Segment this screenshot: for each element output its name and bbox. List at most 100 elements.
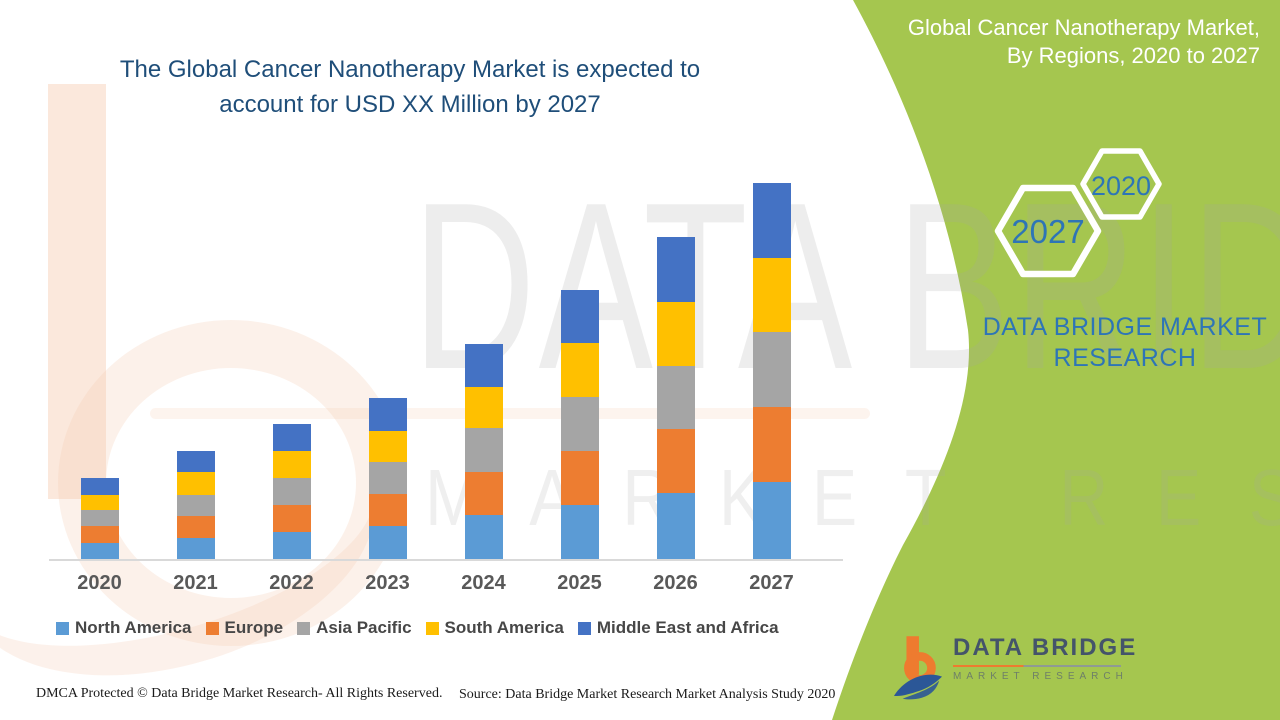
legend-item-middle-east-and-africa: Middle East and Africa xyxy=(577,618,779,638)
chart-headline-line2: account for USD XX Million by 2027 xyxy=(219,91,601,118)
legend-label: Europe xyxy=(224,618,284,637)
bar-segment-south-america xyxy=(560,343,599,397)
brand-wordmark-line1: DATA BRIDGE MARKET xyxy=(982,313,1268,341)
bar-segment-europe xyxy=(560,451,599,505)
legend-swatch-icon xyxy=(425,621,439,635)
bar-segment-europe xyxy=(272,505,311,532)
bar-2020 xyxy=(80,478,119,559)
bar-2023 xyxy=(368,398,407,559)
bar-segment-asia-pacific xyxy=(272,478,311,505)
legend-item-south-america: South America xyxy=(425,618,564,638)
hexagon-2027 xyxy=(994,184,1102,278)
bar-segment-north-america xyxy=(560,505,599,559)
dbmr-logo-tagline: MARKET RESEARCH xyxy=(953,671,1128,682)
legend-swatch-icon xyxy=(205,621,219,635)
bar-2026 xyxy=(656,237,695,559)
legend-label: South America xyxy=(444,618,564,637)
legend-swatch-icon xyxy=(297,621,311,635)
bar-segment-north-america xyxy=(272,532,311,559)
right-panel-title: Global Cancer Nanotherapy Market, By Reg… xyxy=(908,14,1260,70)
dbmr-logo-name: DATA BRIDGE xyxy=(953,634,1138,661)
x-axis-label-2023: 2023 xyxy=(365,572,410,594)
bar-segment-europe xyxy=(752,407,791,482)
logo-divider xyxy=(953,665,1121,667)
legend-label: North America xyxy=(75,618,192,637)
right-panel-title-line1: Global Cancer Nanotherapy Market, xyxy=(907,15,1260,40)
bar-segment-asia-pacific xyxy=(176,495,215,516)
bar-segment-asia-pacific xyxy=(752,332,791,407)
bar-segment-middle-east-and-africa xyxy=(752,183,791,258)
bar-2021 xyxy=(176,451,215,559)
bar-segment-south-america xyxy=(80,495,119,510)
bar-segment-middle-east-and-africa xyxy=(80,478,119,495)
bar-segment-middle-east-and-africa xyxy=(272,424,311,451)
bar-segment-south-america xyxy=(656,302,695,366)
x-axis-label-2020: 2020 xyxy=(77,572,122,594)
x-axis-label-2021: 2021 xyxy=(173,572,218,594)
bar-segment-north-america xyxy=(368,526,407,559)
watermark-logo-underline xyxy=(150,408,870,419)
bar-2022 xyxy=(272,424,311,559)
bar-segment-north-america xyxy=(656,493,695,559)
bar-segment-south-america xyxy=(368,431,407,462)
x-axis-label-2024: 2024 xyxy=(461,572,506,594)
year-hexagons: 2027 2020 xyxy=(994,148,1162,278)
dbmr-logo-text: DATA BRIDGE MARKET RESEARCH xyxy=(953,634,1137,682)
x-axis-label-2026: 2026 xyxy=(653,572,698,594)
chart-headline-line1: The Global Cancer Nanotherapy Market is … xyxy=(119,56,701,83)
logo-swoosh xyxy=(893,674,943,697)
bar-segment-south-america xyxy=(176,472,215,495)
legend-label: Asia Pacific xyxy=(316,618,412,637)
legend-swatch-icon xyxy=(577,621,591,635)
bar-segment-north-america xyxy=(464,515,503,559)
bar-segment-europe xyxy=(368,494,407,526)
right-panel-title-line2: By Regions, 2020 to 2027 xyxy=(1006,43,1260,68)
hexagon-2027-label: 2027 xyxy=(1011,213,1084,250)
bar-segment-south-america xyxy=(464,387,503,428)
bar-segment-middle-east-and-africa xyxy=(368,398,407,431)
bar-segment-north-america xyxy=(176,538,215,559)
x-axis-label-2022: 2022 xyxy=(269,572,314,594)
bar-segment-middle-east-and-africa xyxy=(560,290,599,343)
x-axis-line xyxy=(49,559,843,561)
bar-segment-europe xyxy=(176,516,215,538)
logo-swoosh-tail xyxy=(902,680,940,700)
bar-segment-asia-pacific xyxy=(464,428,503,472)
bar-segment-middle-east-and-africa xyxy=(464,344,503,387)
bar-segment-europe xyxy=(80,526,119,543)
hexagon-2020-label: 2020 xyxy=(1091,171,1151,201)
bar-segment-south-america xyxy=(752,258,791,332)
dbmr-logo-icon xyxy=(893,636,943,700)
source-footer-text: Source: Data Bridge Market Research Mark… xyxy=(459,687,836,702)
x-axis-label-2025: 2025 xyxy=(557,572,602,594)
chart-headline: The Global Cancer Nanotherapy Market is … xyxy=(60,52,760,122)
x-axis-label-2027: 2027 xyxy=(749,572,794,594)
chart-legend: North America Europe Asia Pacific South Ame… xyxy=(56,618,779,638)
bar-segment-asia-pacific xyxy=(656,366,695,429)
hexagon-2020 xyxy=(1080,148,1162,220)
bar-2025 xyxy=(560,290,599,559)
bar-segment-middle-east-and-africa xyxy=(176,451,215,472)
bar-segment-europe xyxy=(656,429,695,493)
bar-2027 xyxy=(752,183,791,559)
legend-label: Middle East and Africa xyxy=(596,618,779,637)
dmca-footer-text: DMCA Protected © Data Bridge Market Rese… xyxy=(36,686,443,701)
bar-segment-asia-pacific xyxy=(80,510,119,526)
legend-item-north-america: North America xyxy=(56,618,192,638)
legend-item-europe: Europe xyxy=(205,618,284,638)
bar-segment-middle-east-and-africa xyxy=(656,237,695,302)
brand-wordmark: DATA BRIDGE MARKET RESEARCH xyxy=(960,312,1280,374)
bar-segment-europe xyxy=(464,472,503,515)
brand-wordmark-line2: RESEARCH xyxy=(1053,344,1197,372)
bar-segment-asia-pacific xyxy=(560,397,599,451)
legend-swatch-icon xyxy=(56,621,69,635)
legend-item-asia-pacific: Asia Pacific xyxy=(297,618,412,638)
bar-segment-north-america xyxy=(752,482,791,559)
bar-segment-north-america xyxy=(80,543,119,559)
bar-segment-asia-pacific xyxy=(368,462,407,494)
bar-segment-south-america xyxy=(272,451,311,478)
dbmr-logo: DATA BRIDGE MARKET RESEARCH xyxy=(893,634,1137,700)
bar-2024 xyxy=(464,344,503,559)
